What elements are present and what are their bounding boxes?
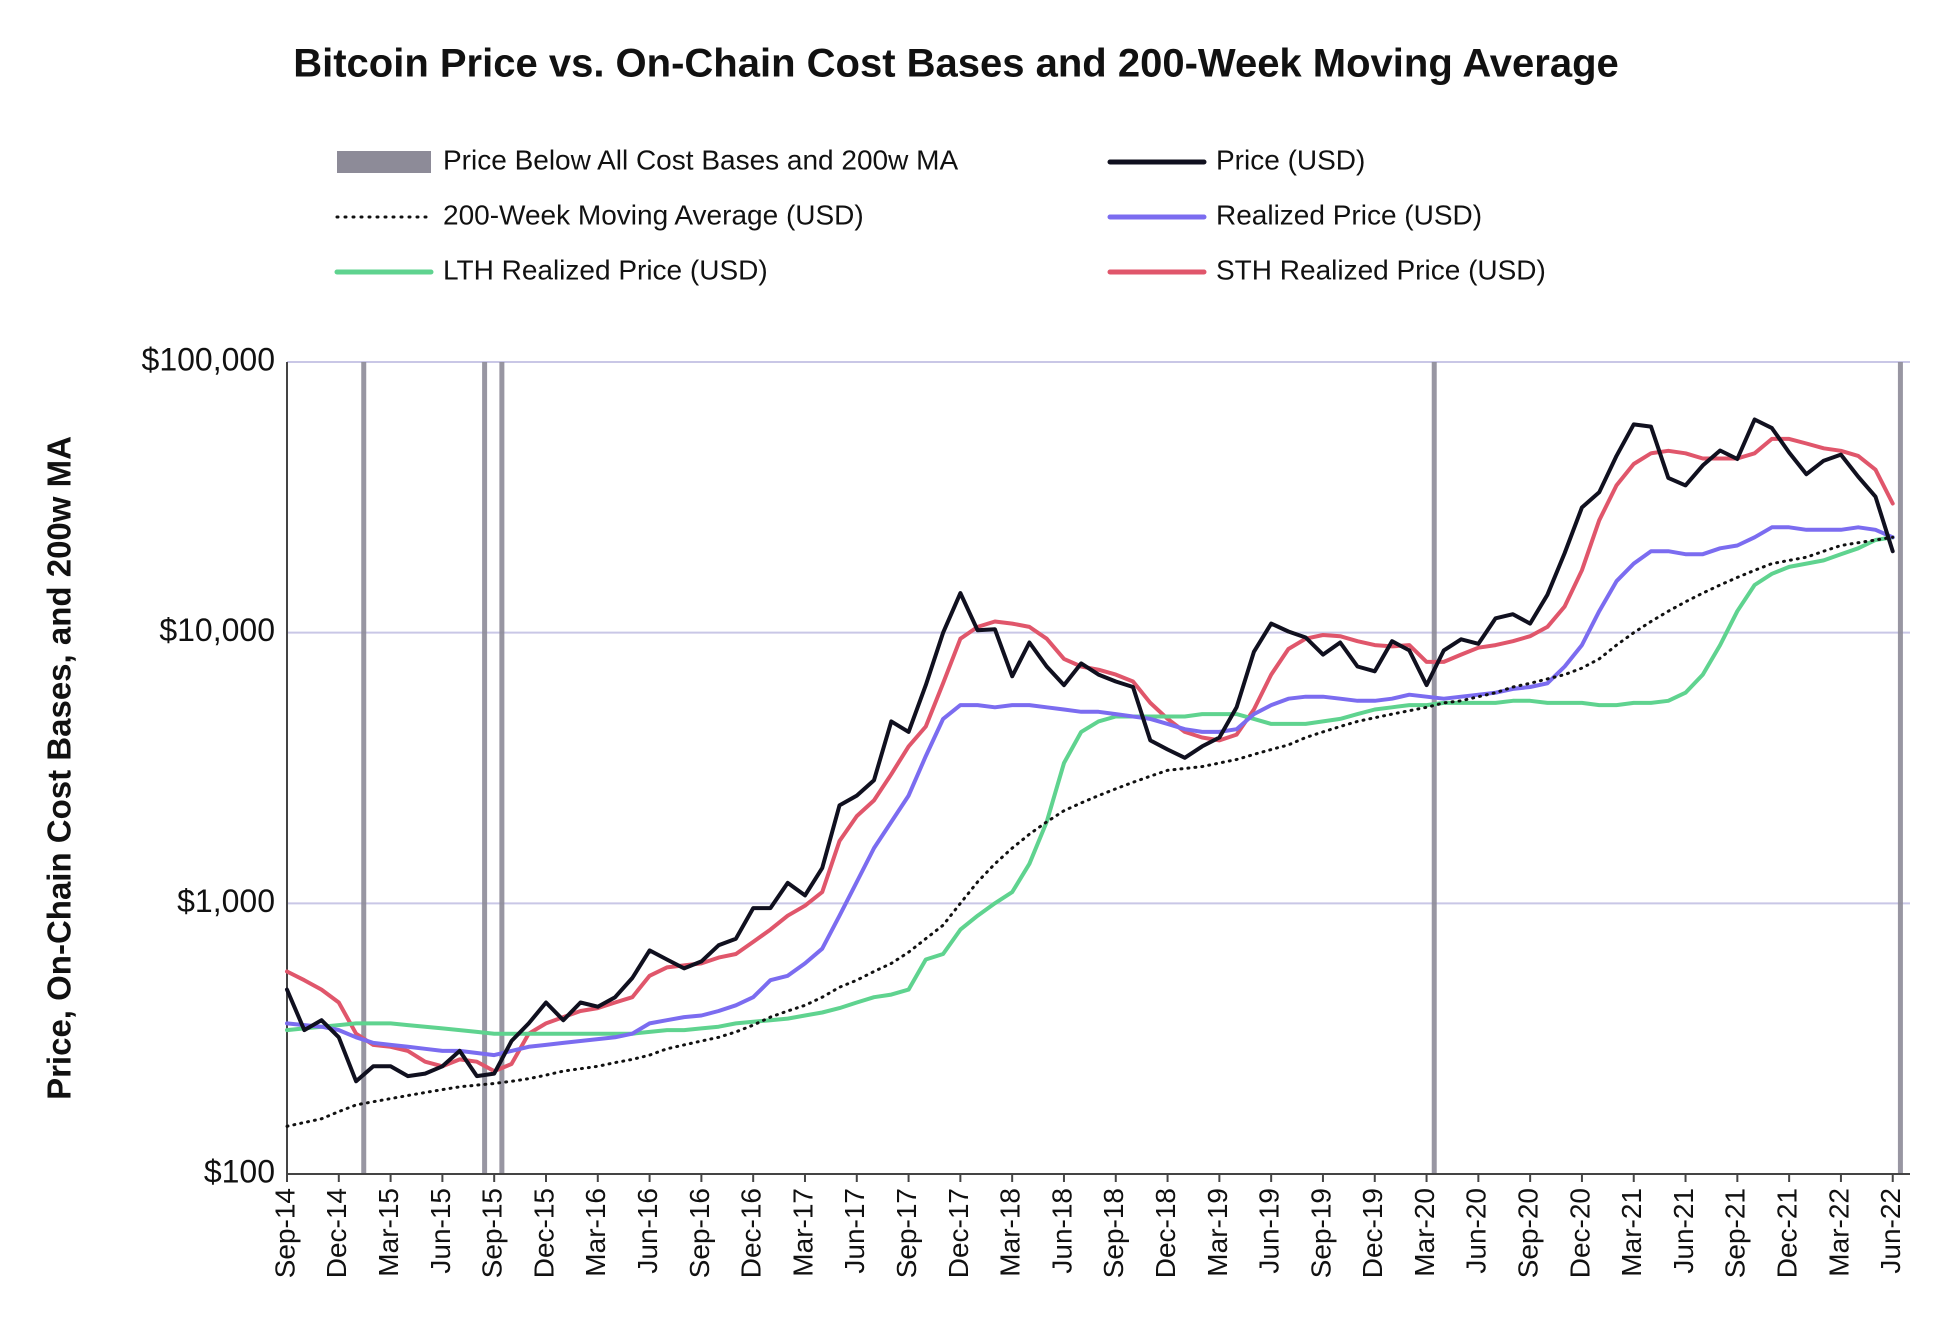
legend-label: Realized Price (USD) [1216, 199, 1482, 230]
chart-title: Bitcoin Price vs. On-Chain Cost Bases an… [293, 42, 1619, 86]
series-line [285, 535, 1895, 1128]
series-line [285, 436, 1895, 1074]
x-tick-label: Mar-21 [1616, 1188, 1647, 1277]
y-tick-label: $100 [204, 1153, 275, 1189]
x-tick-label: Jun-21 [1668, 1188, 1699, 1274]
y-tick-label: $100,000 [142, 341, 275, 377]
series-line [285, 535, 1895, 1036]
x-tick-label: Mar-18 [995, 1188, 1026, 1277]
x-tick-label: Jun-18 [1046, 1188, 1077, 1274]
x-tick-label: Mar-20 [1409, 1188, 1440, 1277]
x-tick-label: Dec-20 [1564, 1188, 1595, 1278]
legend-label: STH Realized Price (USD) [1216, 254, 1546, 285]
highlight-band [482, 362, 488, 1174]
legend-label: Price Below All Cost Bases and 200w MA [443, 144, 958, 175]
x-tick-label: Jun-15 [425, 1188, 456, 1274]
highlight-band [361, 362, 367, 1174]
x-tick-label: Sep-15 [477, 1188, 508, 1278]
x-tick-label: Mar-22 [1823, 1188, 1854, 1277]
legend-label: LTH Realized Price (USD) [443, 254, 768, 285]
legend-label: Price (USD) [1216, 144, 1365, 175]
x-tick-label: Dec-21 [1772, 1188, 1803, 1278]
x-tick-label: Sep-14 [269, 1188, 300, 1278]
x-tick-label: Dec-15 [528, 1188, 559, 1278]
x-tick-label: Jun-16 [632, 1188, 663, 1274]
x-tick-label: Mar-19 [1202, 1188, 1233, 1277]
x-tick-label: Dec-17 [943, 1188, 974, 1278]
x-tick-label: Mar-16 [580, 1188, 611, 1277]
x-tick-label: Sep-18 [1098, 1188, 1129, 1278]
x-tick-label: Sep-21 [1720, 1188, 1751, 1278]
x-tick-label: Dec-14 [321, 1188, 352, 1278]
x-tick-label: Mar-17 [787, 1188, 818, 1277]
y-tick-label: $1,000 [177, 883, 275, 919]
x-tick-label: Mar-15 [373, 1188, 404, 1277]
highlight-band [1897, 362, 1903, 1174]
x-tick-label: Sep-17 [891, 1188, 922, 1278]
series-line [285, 525, 1895, 1058]
x-tick-label: Sep-16 [684, 1188, 715, 1278]
y-tick-label: $10,000 [159, 612, 275, 648]
x-tick-label: Jun-22 [1875, 1188, 1906, 1274]
x-tick-label: Dec-18 [1150, 1188, 1181, 1278]
x-tick-label: Dec-19 [1357, 1188, 1388, 1278]
x-tick-label: Dec-16 [736, 1188, 767, 1278]
x-tick-label: Sep-20 [1513, 1188, 1544, 1278]
series-line [285, 417, 1895, 1084]
highlight-band [499, 362, 505, 1174]
legend-swatch [337, 151, 431, 173]
legend-label: 200-Week Moving Average (USD) [443, 199, 864, 230]
x-tick-label: Jun-17 [839, 1188, 870, 1274]
x-tick-label: Sep-19 [1305, 1188, 1336, 1278]
x-tick-label: Jun-20 [1461, 1188, 1492, 1274]
highlight-band [1431, 362, 1437, 1174]
y-axis-title: Price, On-Chain Cost Bases, and 200w MA [41, 436, 78, 1100]
x-tick-label: Jun-19 [1254, 1188, 1285, 1274]
